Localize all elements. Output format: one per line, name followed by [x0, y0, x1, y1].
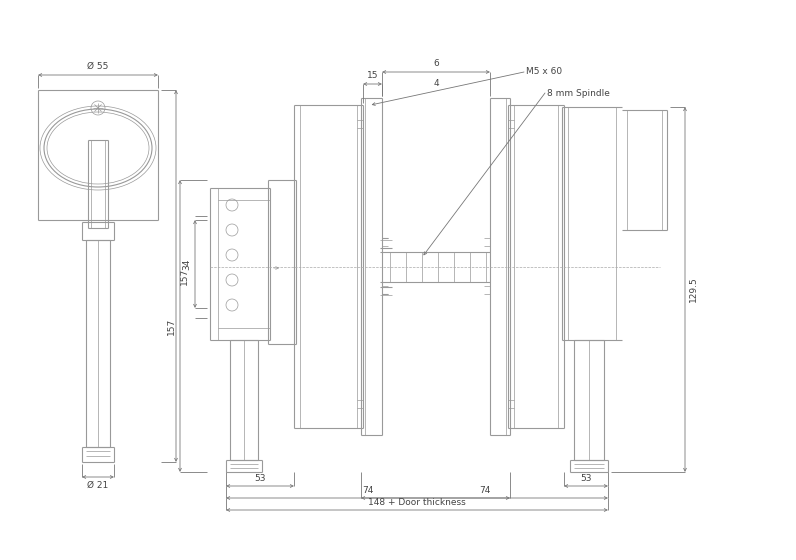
Text: 157: 157	[167, 318, 176, 335]
Text: 157: 157	[180, 267, 189, 284]
Text: 4: 4	[433, 79, 439, 88]
Text: 34: 34	[182, 258, 191, 270]
Text: Ø 21: Ø 21	[88, 481, 108, 490]
Text: 15: 15	[367, 71, 378, 80]
Text: 53: 53	[580, 474, 591, 483]
Text: 8 mm Spindle: 8 mm Spindle	[547, 88, 610, 97]
Text: 53: 53	[254, 474, 266, 483]
Text: 129.5: 129.5	[689, 277, 698, 302]
Text: 74: 74	[479, 486, 490, 495]
Text: Ø 55: Ø 55	[88, 62, 109, 71]
Text: M5 x 60: M5 x 60	[526, 68, 562, 77]
Text: 74: 74	[362, 486, 373, 495]
Text: 148 + Door thickness: 148 + Door thickness	[368, 498, 466, 507]
Text: 6: 6	[433, 59, 439, 68]
